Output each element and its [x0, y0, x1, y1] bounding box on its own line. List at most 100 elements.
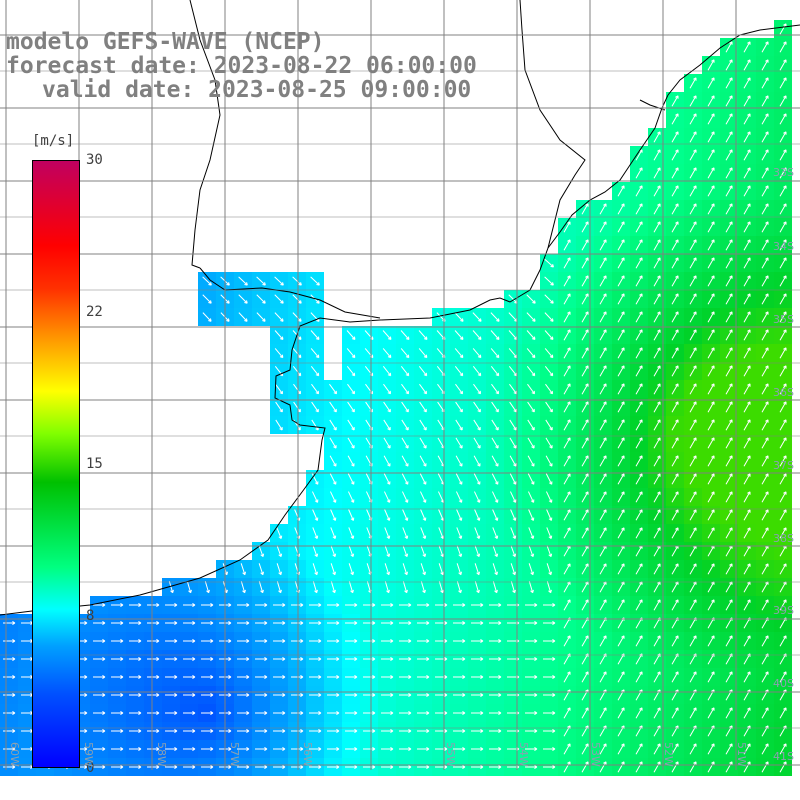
wind-arrow	[581, 221, 589, 233]
wind-arrow	[671, 455, 679, 467]
wind-arrow	[527, 491, 535, 503]
wind-arrow	[599, 239, 607, 251]
wind-arrow	[93, 693, 106, 697]
wind-arrow	[312, 527, 319, 539]
wind-arrow	[489, 711, 502, 715]
wind-arrow	[528, 509, 535, 521]
wind-arrow	[527, 419, 535, 431]
wind-arrow	[617, 527, 625, 539]
wind-arrow	[725, 149, 733, 161]
wind-arrow	[779, 185, 787, 197]
wind-arrow	[653, 491, 661, 503]
wind-arrow	[743, 185, 751, 197]
wind-arrow	[563, 221, 571, 233]
wind-arrow	[689, 95, 697, 107]
wind-arrow	[689, 527, 697, 539]
wind-arrow	[381, 711, 394, 715]
wind-arrow	[689, 329, 697, 341]
wind-arrow	[563, 563, 571, 575]
wind-arrow	[471, 747, 484, 751]
wind-arrow	[256, 312, 266, 322]
wind-arrow	[526, 348, 536, 359]
wind-arrow	[761, 725, 769, 737]
wind-arrow	[381, 621, 394, 625]
wind-arrow	[671, 509, 679, 521]
wind-arrow	[689, 293, 697, 305]
wind-arrow	[761, 77, 769, 89]
wind-arrow	[111, 693, 124, 697]
wind-arrow	[292, 276, 302, 286]
wind-arrow	[689, 167, 697, 179]
wind-arrow	[707, 149, 715, 161]
wind-arrow	[671, 239, 679, 251]
wind-arrow	[743, 347, 751, 359]
wind-arrow	[327, 675, 340, 679]
wind-arrow	[291, 765, 304, 769]
wind-arrow	[617, 635, 625, 647]
wind-arrow	[491, 401, 499, 413]
wind-arrow	[743, 707, 751, 719]
wind-arrow	[310, 276, 320, 286]
wind-arrow	[617, 725, 625, 737]
wind-arrow	[201, 693, 214, 697]
wind-arrow	[689, 671, 697, 683]
wind-arrow	[489, 639, 502, 643]
wind-arrow	[725, 707, 733, 719]
wind-arrow	[202, 276, 212, 286]
wind-arrow	[202, 312, 212, 322]
wind-arrow	[129, 621, 142, 625]
wind-arrow	[743, 743, 751, 755]
wind-arrow	[183, 657, 196, 661]
wind-arrow	[761, 347, 769, 359]
lon-label-60w: 60W	[8, 742, 21, 767]
colorbar-tick-15: 15	[86, 456, 103, 472]
wind-arrow	[544, 312, 554, 322]
wind-arrow	[761, 149, 769, 161]
wind-arrow	[671, 257, 679, 269]
wind-arrow	[327, 693, 340, 697]
wind-arrow	[707, 419, 715, 431]
wind-arrow	[671, 671, 679, 683]
wind-arrow	[275, 383, 284, 395]
wind-arrow	[525, 711, 538, 715]
wind-arrow	[147, 657, 160, 661]
wind-arrow	[363, 675, 376, 679]
wind-arrow	[381, 657, 394, 661]
wind-arrow	[761, 509, 769, 521]
wind-arrow	[330, 563, 337, 576]
wind-arrow	[779, 743, 787, 755]
wind-arrow	[417, 675, 430, 679]
wind-arrow	[509, 437, 517, 449]
wind-arrow	[581, 365, 589, 377]
colorbar	[32, 160, 80, 768]
wind-arrow	[93, 657, 106, 661]
wind-arrow	[509, 473, 517, 485]
wind-arrow	[707, 635, 715, 647]
wind-arrow	[347, 401, 355, 413]
wind-arrow	[454, 330, 464, 340]
wind-arrow	[399, 657, 412, 661]
wind-arrow	[599, 437, 607, 449]
wind-arrow	[599, 329, 607, 341]
wind-arrow	[725, 473, 733, 485]
wind-arrow	[671, 275, 679, 287]
wind-arrow	[545, 455, 553, 467]
lat-label-34s: 34S	[773, 240, 794, 253]
wind-arrow	[707, 329, 715, 341]
wind-arrow	[528, 527, 535, 539]
wind-arrow	[111, 621, 124, 625]
wind-arrow	[671, 527, 679, 539]
wind-arrow	[455, 437, 463, 449]
wind-arrow	[779, 383, 787, 395]
wind-arrow	[599, 743, 607, 755]
wind-arrow	[743, 491, 751, 503]
wind-arrow	[417, 747, 430, 751]
lon-label-55w: 55W	[444, 742, 457, 767]
wind-arrow	[671, 635, 679, 647]
wind-arrow	[363, 657, 376, 661]
wind-arrow	[543, 747, 556, 751]
wind-arrow	[779, 419, 787, 431]
wind-arrow	[671, 95, 679, 107]
wind-arrow	[725, 185, 733, 197]
wind-arrow	[309, 711, 322, 715]
